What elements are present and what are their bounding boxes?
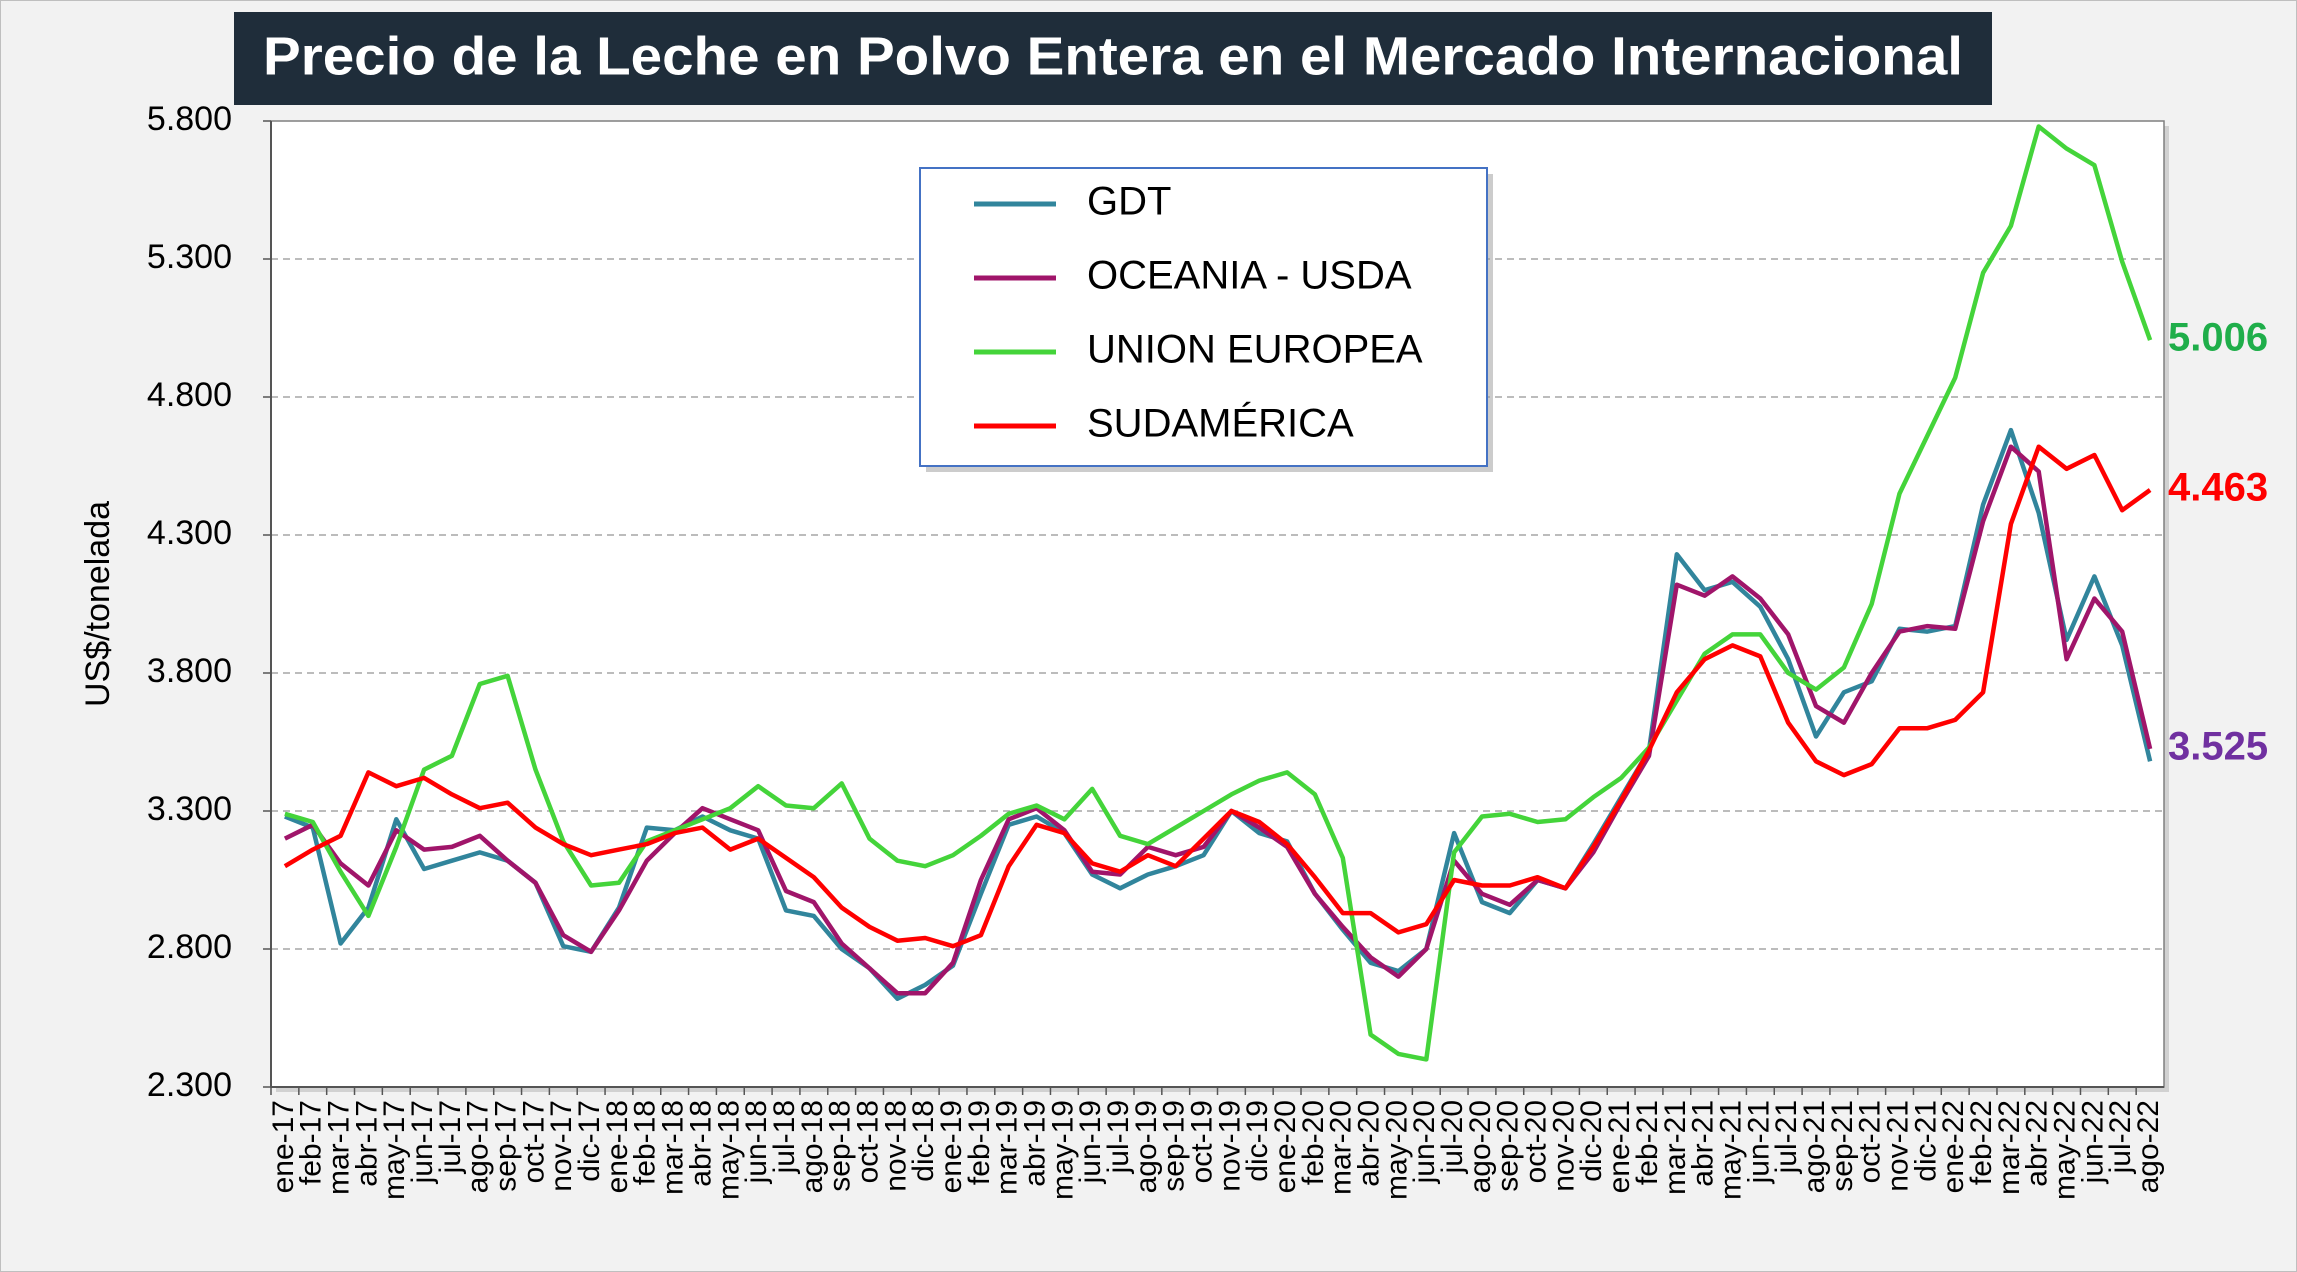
legend: GDT OCEANIA - USDA UNION EUROPEA SUDAMÉRICA: [919, 167, 1493, 472]
y-tick-label: 2.300: [147, 1066, 232, 1104]
legend-label: GDT: [1087, 180, 1171, 224]
x-tick-label: jul-19: [1102, 1100, 1135, 1174]
x-tick-label: ene-19: [935, 1100, 968, 1193]
x-tick-label: abr-19: [1018, 1100, 1051, 1187]
x-tick-label: abr-18: [684, 1100, 717, 1187]
x-tick-label: jul-18: [768, 1100, 801, 1174]
series-line: [283, 444, 2153, 996]
title-box: [234, 12, 1992, 105]
y-tick-label: 3.300: [147, 790, 232, 828]
x-tick-label: dic-19: [1241, 1100, 1274, 1182]
x-tick-label: jul-21: [1770, 1100, 1803, 1174]
y-tick-label: 5.300: [147, 238, 232, 276]
x-tick-label: ago-22: [2132, 1100, 2165, 1193]
x-tick-label: abr-20: [1353, 1100, 1386, 1187]
x-tick-label: feb-19: [963, 1100, 996, 1185]
y-tick-label: 5.800: [147, 100, 232, 138]
annotation: 5.006: [2168, 316, 2268, 360]
x-tick-label: nov-21: [1881, 1100, 1914, 1192]
x-tick-label: nov-18: [879, 1100, 912, 1192]
y-tick-label: 2.800: [147, 928, 232, 966]
x-tick-label: ene-21: [1603, 1100, 1636, 1193]
x-tick-label: ene-22: [1937, 1100, 1970, 1193]
x-tick-label: abr-21: [1687, 1100, 1720, 1187]
x-tick-label: ago-20: [1464, 1100, 1497, 1193]
x-tick-label: oct-20: [1520, 1100, 1553, 1183]
x-tick-label: may-17: [378, 1100, 411, 1200]
x-tick-label: sep-20: [1492, 1100, 1525, 1192]
chart-title: Precio de la Leche en Polvo Entera en el…: [263, 26, 1963, 86]
annotation: 3.525: [2168, 724, 2268, 768]
x-tick-label: mar-22: [1993, 1100, 2026, 1195]
x-tick-label: oct-17: [517, 1100, 550, 1183]
x-tick-label: sep-19: [1158, 1100, 1191, 1192]
x-tick-label: jun-21: [1742, 1100, 1775, 1184]
x-tick-label: feb-22: [1965, 1100, 1998, 1185]
x-tick-label: abr-22: [2021, 1100, 2054, 1187]
x-tick-label: may-22: [2048, 1100, 2081, 1200]
x-tick-label: ene-17: [267, 1100, 300, 1193]
y-axis-label: US$/tonelada: [79, 501, 117, 707]
x-tick-label: jul-20: [1436, 1100, 1469, 1174]
lines: [283, 124, 2153, 1062]
annotation: 4.463: [2168, 466, 2268, 510]
x-tick-label: feb-18: [629, 1100, 662, 1185]
x-tick-label: ene-18: [601, 1100, 634, 1193]
x-tick-label: feb-20: [1297, 1100, 1330, 1185]
x-tick-label: mar-20: [1325, 1100, 1358, 1195]
x-tick-label: abr-17: [350, 1100, 383, 1187]
x-tick-label: oct-19: [1186, 1100, 1219, 1183]
x-tick-label: may-20: [1380, 1100, 1413, 1200]
x-tick-label: mar-19: [991, 1100, 1024, 1195]
x-tick-label: jun-17: [406, 1100, 439, 1184]
x-tick-label: sep-17: [490, 1100, 523, 1192]
x-tick-label: may-21: [1714, 1100, 1747, 1200]
legend-box: [919, 167, 1488, 467]
x-tick-label: sep-18: [824, 1100, 857, 1192]
x-tick-label: ago-18: [796, 1100, 829, 1193]
x-tick-label: mar-18: [657, 1100, 690, 1195]
series-line: [283, 444, 2152, 949]
series-line: [284, 124, 2153, 1062]
x-tick-label: jun-18: [740, 1100, 773, 1184]
x-tick-label: may-18: [712, 1100, 745, 1200]
x-tick-label: dic-20: [1575, 1100, 1608, 1182]
x-tick-label: jun-19: [1074, 1100, 1107, 1184]
x-tick-label: jun-20: [1408, 1100, 1441, 1184]
x-tick-label: nov-20: [1547, 1100, 1580, 1192]
y-tick-label: 4.800: [147, 376, 232, 414]
y-tick-label: 4.300: [147, 514, 232, 552]
x-tick-label: feb-21: [1631, 1100, 1664, 1185]
x-tick-label: nov-17: [545, 1100, 578, 1192]
x-tick-label: jul-17: [434, 1100, 467, 1174]
legend-label: UNION EUROPEA: [1087, 328, 1423, 372]
y-tick-label: 3.800: [147, 652, 232, 690]
x-tick-label: may-19: [1046, 1100, 1079, 1200]
x-tick-label: dic-21: [1909, 1100, 1942, 1182]
x-tick-label: ago-21: [1798, 1100, 1831, 1193]
x-tick-label: ago-17: [462, 1100, 495, 1193]
x-tick-label: jun-22: [2076, 1100, 2109, 1184]
x-tick-label: dic-17: [573, 1100, 606, 1182]
x-tick-label: mar-17: [323, 1100, 356, 1195]
x-tick-label: oct-21: [1854, 1100, 1887, 1183]
x-tick-label: feb-17: [295, 1100, 328, 1185]
x-tick-label: jul-22: [2104, 1100, 2137, 1174]
x-tick-label: ene-20: [1269, 1100, 1302, 1193]
x-tick-label: dic-18: [907, 1100, 940, 1182]
x-tick-label: nov-19: [1213, 1100, 1246, 1192]
legend-label: SUDAMÉRICA: [1087, 401, 1354, 446]
x-tick-label: ago-19: [1130, 1100, 1163, 1193]
x-tick-label: oct-18: [851, 1100, 884, 1183]
legend-label: OCEANIA - USDA: [1087, 254, 1412, 298]
x-tick-label: mar-21: [1659, 1100, 1692, 1195]
x-tick-label: sep-21: [1826, 1100, 1859, 1192]
